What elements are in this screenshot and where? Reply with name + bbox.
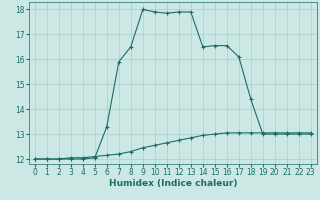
X-axis label: Humidex (Indice chaleur): Humidex (Indice chaleur) bbox=[108, 179, 237, 188]
